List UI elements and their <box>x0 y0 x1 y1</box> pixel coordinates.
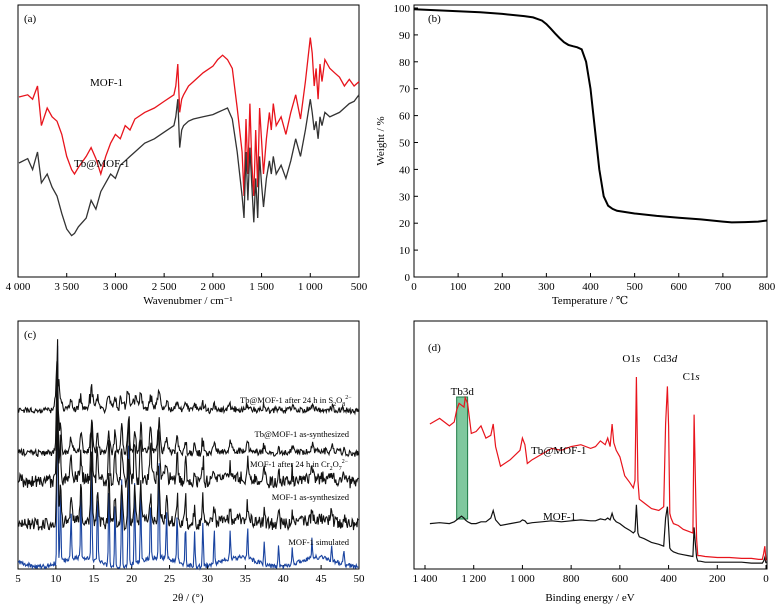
panel-b-xtick-label: 0 <box>411 281 417 293</box>
panel-c-series-tbmof1-s <box>17 361 359 416</box>
panel-c-series-simulated <box>17 345 359 571</box>
panel-d-label: (d) <box>428 342 441 354</box>
panel-a-xtick-label: 3 000 <box>103 281 128 293</box>
panel-b-xtick-label: 400 <box>582 281 599 293</box>
panel-d: (d) 1 400 1 200 1 000 800 600 400 200 0 Tb3d Tb… <box>413 320 769 604</box>
panel-d-tb3d-highlight <box>456 396 469 520</box>
panel-b-frame <box>413 4 768 278</box>
panel-b: (b) 0 100 200 300 400 500 600 700 800 0 10 20 30 40 5… <box>375 3 776 307</box>
panel-d-xtick-label: 600 <box>612 573 629 585</box>
panel-b-ytick-label: 10 <box>399 245 411 257</box>
panel-a-xtick-label: 2 500 <box>152 281 177 293</box>
panel-b-xtick-label: 100 <box>450 281 467 293</box>
panel-d-xlabel: Binding energy / eV <box>545 592 634 604</box>
panel-a: (a) 4 000 3 500 3 000 2 500 2 000 1 500 1 000 5… <box>6 4 368 307</box>
panel-b-series-tga <box>413 8 768 224</box>
panel-a-xtick-label: 2 000 <box>200 281 225 293</box>
panel-d-xtick-label: 1 200 <box>461 573 486 585</box>
panel-c-xtick-label: 25 <box>164 573 176 585</box>
panel-b-xtick-label: 800 <box>759 281 776 293</box>
panel-c-label-tbmof1-s: Tb@MOF-1 after 24 h in S2O82− <box>240 395 352 408</box>
panel-c-xlabel: 2θ / (°) <box>172 592 203 604</box>
panel-a-xtick-label: 1 000 <box>298 281 323 293</box>
panel-b-xtick-label: 200 <box>494 281 511 293</box>
panel-c-xtick-label: 15 <box>88 573 100 585</box>
panel-a-xtick-label: 500 <box>351 281 368 293</box>
panel-b-ytick-label: 0 <box>405 272 411 284</box>
panel-c: (c) 5 10 15 20 25 30 35 40 45 50 MOF-1 simulated … <box>15 320 366 604</box>
panel-d-xtick-label: 1 400 <box>413 573 438 585</box>
panel-a-anno-tbmof1: Tb@MOF-1 <box>74 158 129 170</box>
panel-b-xtick-label: 700 <box>715 281 732 293</box>
panel-d-xtick-label: 800 <box>563 573 580 585</box>
panel-c-frame <box>17 320 360 570</box>
panel-b-ytick-label: 90 <box>399 30 411 42</box>
panel-c-series-mof1-as <box>17 390 359 532</box>
panel-d-xtick-label: 1 000 <box>510 573 535 585</box>
panel-d-label-tbmof1: Tb@MOF-1 <box>531 445 586 457</box>
panel-b-ytick-label: 80 <box>399 57 411 69</box>
panel-b-xtick-label: 600 <box>671 281 688 293</box>
panel-b-ytick-label: 20 <box>399 218 411 230</box>
panel-a-xtick-label: 3 500 <box>54 281 79 293</box>
panel-d-label-c1s: C1s <box>683 371 700 383</box>
panel-b-label: (b) <box>428 13 441 25</box>
panel-a-frame <box>17 4 360 278</box>
panel-b-ytick-label: 70 <box>399 84 411 96</box>
panel-c-xtick-label: 30 <box>202 573 214 585</box>
panel-b-xtick-label: 300 <box>538 281 555 293</box>
panel-d-label-o1s: O1s <box>622 353 640 365</box>
panel-d-label-mof1: MOF-1 <box>543 511 576 523</box>
panel-d-xtick-label: 0 <box>763 573 769 585</box>
panel-b-xlabel: Temperature / ℃ <box>552 295 628 307</box>
panel-c-xtick-label: 20 <box>126 573 138 585</box>
panel-c-xtick-label: 5 <box>15 573 21 585</box>
panel-d-xtick-label: 400 <box>660 573 677 585</box>
panel-d-xtick-label: 200 <box>709 573 726 585</box>
panel-b-xtick-label: 500 <box>626 281 643 293</box>
panel-b-ytick-label: 100 <box>394 3 411 15</box>
panel-b-ytick-label: 30 <box>399 191 411 203</box>
panel-a-xtick-label: 4 000 <box>6 281 31 293</box>
panel-c-xtick-label: 10 <box>50 573 62 585</box>
panel-c-series-tbmof1-as <box>17 363 359 458</box>
panel-c-label-mof1-as: MOF-1 as-synthesized <box>272 492 350 502</box>
panel-c-label-simulated: MOF-1 simulated <box>288 537 349 547</box>
panel-c-label: (c) <box>24 329 37 341</box>
panel-a-xlabel: Wavenubmer / cm⁻¹ <box>143 295 232 307</box>
panel-a-series-mof1 <box>18 37 360 197</box>
panel-b-ylabel: Weight / % <box>375 116 387 165</box>
panel-b-ytick-label: 40 <box>399 164 411 176</box>
panel-b-ytick-label: 60 <box>399 111 411 123</box>
panel-a-anno-mof1: MOF-1 <box>90 77 123 89</box>
panel-d-label-tb3d: Tb3d <box>451 386 475 398</box>
panel-c-xtick-label: 45 <box>316 573 328 585</box>
panel-c-label-tbmof1-as: Tb@MOF-1 as-synthesized <box>255 429 350 439</box>
panel-c-series-mof1-cr <box>17 339 359 489</box>
panel-d-label-cd3d: Cd3d <box>653 353 677 365</box>
panel-c-label-mof1-cr: MOF-1 after 24 h in Cr2O72− <box>250 459 349 472</box>
panel-a-xtick-label: 1 500 <box>249 281 274 293</box>
panel-c-xtick-label: 35 <box>240 573 252 585</box>
panel-d-frame <box>413 320 768 570</box>
panel-c-xtick-label: 50 <box>354 573 366 585</box>
panel-a-series-tbmof1 <box>18 94 360 237</box>
panel-c-xtick-label: 40 <box>278 573 290 585</box>
panel-d-series-mof1 <box>429 504 767 564</box>
panel-b-ytick-label: 50 <box>399 138 411 150</box>
panel-a-label: (a) <box>24 13 37 25</box>
panel-d-series-tbmof1 <box>429 376 767 561</box>
